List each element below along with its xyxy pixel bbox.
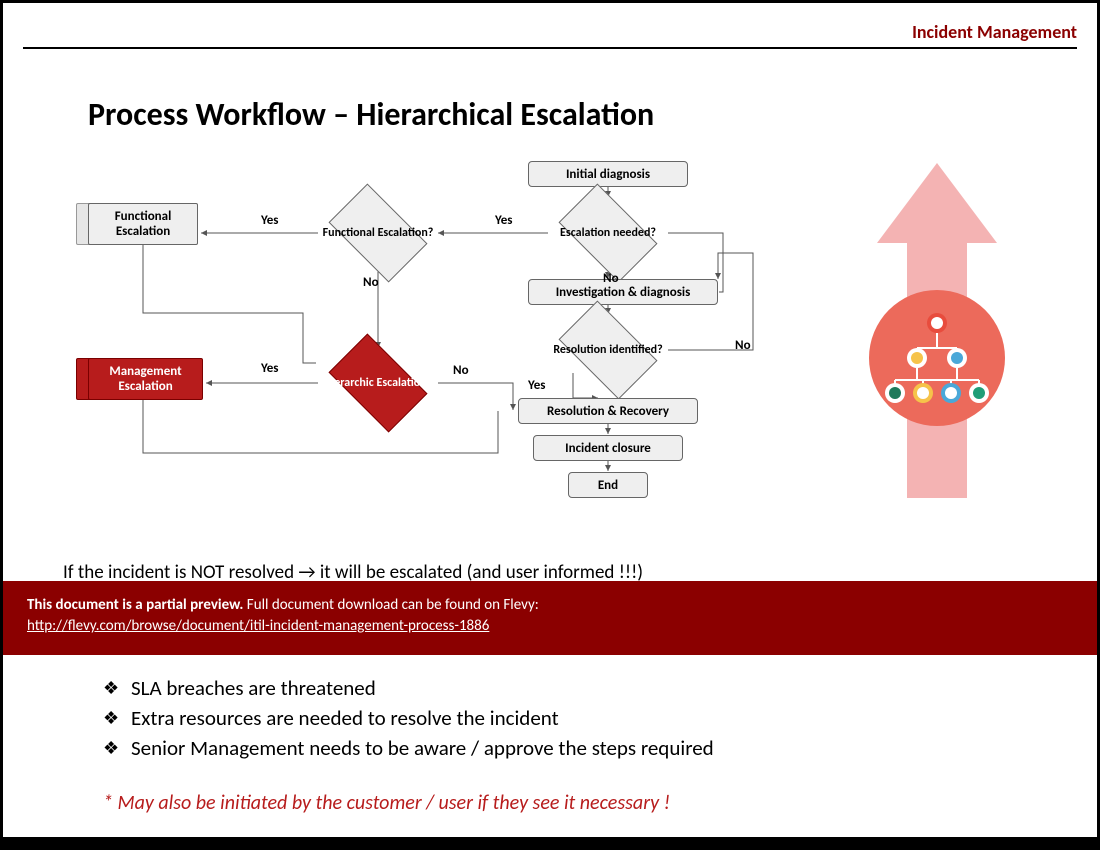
bullet-item: SLA breaches are threatened <box>103 675 1037 701</box>
node-investigation: Investigation & diagnosis <box>528 279 718 305</box>
node-end: End <box>568 472 648 498</box>
node-incident-closure: Incident closure <box>533 435 683 461</box>
bullet-item: Extra resources are needed to resolve th… <box>103 705 1037 731</box>
banner-rest-text: Full document download can be found on F… <box>243 596 538 614</box>
node-resolution-recovery: Resolution & Recovery <box>518 398 698 424</box>
edge-label-no-4: No <box>453 363 469 378</box>
node-hierarchic-escalation-q: Hierarchic Escalation? <box>318 348 438 418</box>
banner-link[interactable]: http://flevy.com/browse/document/itil-in… <box>27 617 489 635</box>
edge-label-no-1: No <box>603 271 619 286</box>
edge-label-yes-2: Yes <box>261 213 278 228</box>
node-functional-escalation: Functional Escalation <box>88 203 198 245</box>
node-escalation-needed: Escalation needed? <box>548 198 668 268</box>
node-management-escalation: Management Escalation <box>88 358 203 400</box>
side-graphic <box>837 158 1037 528</box>
bullet-item: Senior Management needs to be aware / ap… <box>103 735 1037 761</box>
edge-label-yes-1: Yes <box>495 213 512 228</box>
edge-label-yes-3: Yes <box>528 378 545 393</box>
node-resolution-identified: Resolution identified? <box>548 315 668 385</box>
edge-label-no-2: No <box>363 275 379 290</box>
bullet-list: SLA breaches are threatened Extra resour… <box>103 675 1037 765</box>
escalation-arrow-icon <box>837 158 1037 528</box>
node-initial-diagnosis: Initial diagnosis <box>528 161 688 187</box>
edge-label-no-3: No <box>735 338 751 353</box>
bottom-bar <box>3 837 1097 847</box>
banner-bold-text: This document is a partial preview. <box>27 596 243 614</box>
footnote: * May also be initiated by the customer … <box>103 791 670 815</box>
node-functional-escalation-q: Functional Escalation? <box>318 198 438 268</box>
preview-banner: This document is a partial preview. Full… <box>3 581 1097 655</box>
header-category: Incident Management <box>23 21 1077 49</box>
edge-label-yes-4: Yes <box>261 361 278 376</box>
page-title: Process Workflow – Hierarchical Escalati… <box>88 95 654 134</box>
flowchart: Initial diagnosis Escalation needed? Fun… <box>43 153 823 523</box>
